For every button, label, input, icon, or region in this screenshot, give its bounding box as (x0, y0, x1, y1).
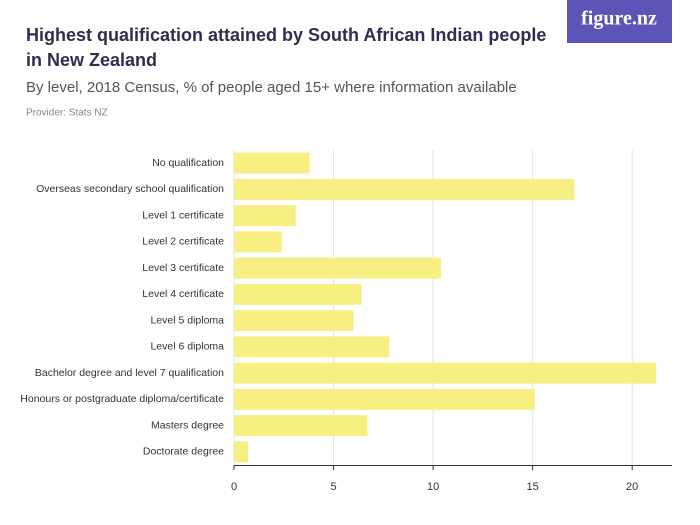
y-tick-label: Doctorate degree (143, 446, 224, 458)
bar (234, 441, 248, 463)
y-tick-label: Honours or postgraduate diploma/certific… (20, 393, 224, 405)
y-tick-label: Level 1 certificate (142, 209, 224, 221)
y-tick-label: Level 3 certificate (142, 262, 224, 274)
y-tick-label: Level 5 diploma (150, 314, 224, 326)
y-tick-label: Level 6 diploma (150, 341, 224, 353)
bar (234, 205, 296, 227)
bar (234, 178, 575, 200)
y-tick-label: Level 2 certificate (142, 236, 224, 248)
chart-subtitle: By level, 2018 Census, % of people aged … (26, 79, 517, 96)
x-tick-label: 10 (427, 481, 439, 493)
logo: figure.nz (581, 8, 657, 30)
provider: Provider: Stats NZ (26, 108, 108, 119)
logo-box (567, 0, 672, 43)
y-tick-label: Level 4 certificate (142, 288, 224, 300)
x-tick-label: 15 (527, 481, 539, 493)
bar (234, 336, 390, 358)
y-tick-label: Bachelor degree and level 7 qualificatio… (35, 367, 224, 379)
bar (234, 388, 535, 410)
bar (234, 283, 362, 305)
y-tick-label: No qualification (152, 157, 224, 169)
bar (234, 362, 657, 384)
x-tick-label: 20 (626, 481, 638, 493)
bar (234, 310, 354, 332)
bar (234, 152, 310, 174)
bar (234, 415, 368, 437)
x-tick-label: 0 (231, 481, 237, 493)
bar (234, 231, 282, 253)
chart-title: Highest qualification attained by South … (26, 25, 546, 70)
bar (234, 257, 442, 279)
x-tick-label: 5 (330, 481, 336, 493)
y-tick-label: Masters degree (151, 419, 224, 431)
y-tick-label: Overseas secondary school qualification (36, 183, 224, 195)
